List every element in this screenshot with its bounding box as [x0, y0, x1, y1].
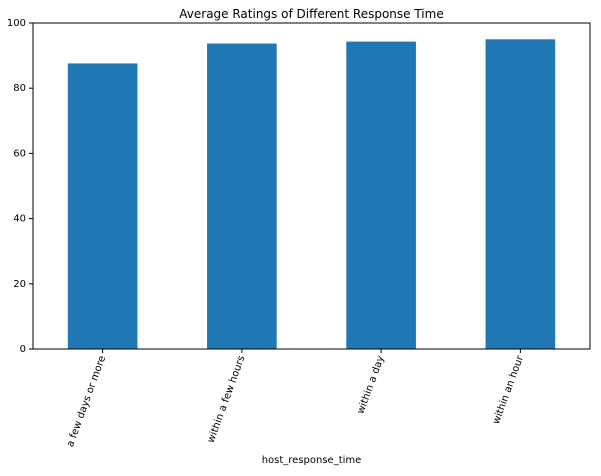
- y-tick-label-4: 80: [13, 83, 26, 94]
- y-tick-label-3: 60: [13, 148, 26, 159]
- plot-frame: [32, 22, 591, 350]
- bar-2: [346, 41, 416, 349]
- x-tick-label-3: within an hour: [491, 353, 526, 425]
- bar-1: [207, 43, 277, 350]
- x-tick-label-1: within a few hours: [206, 354, 248, 444]
- bars-layer: [67, 39, 556, 350]
- x-axis: a few days or more within a few hours with…: [65, 349, 526, 449]
- chart-title: Average Ratings of Different Response Ti…: [179, 7, 443, 21]
- y-tick-label-2: 40: [13, 214, 26, 225]
- y-tick-label-1: 20: [13, 279, 26, 290]
- x-axis-label: host_response_time: [262, 455, 362, 466]
- bar-3: [485, 39, 556, 350]
- y-tick-label-5: 100: [7, 18, 26, 29]
- x-tick-label-2: within a day: [355, 354, 386, 415]
- bar-0: [67, 63, 138, 349]
- y-tick-label-0: 0: [20, 344, 26, 355]
- y-axis: 0 20 40 60 80 100: [7, 18, 33, 355]
- x-tick-label-0: a few days or more: [65, 354, 108, 448]
